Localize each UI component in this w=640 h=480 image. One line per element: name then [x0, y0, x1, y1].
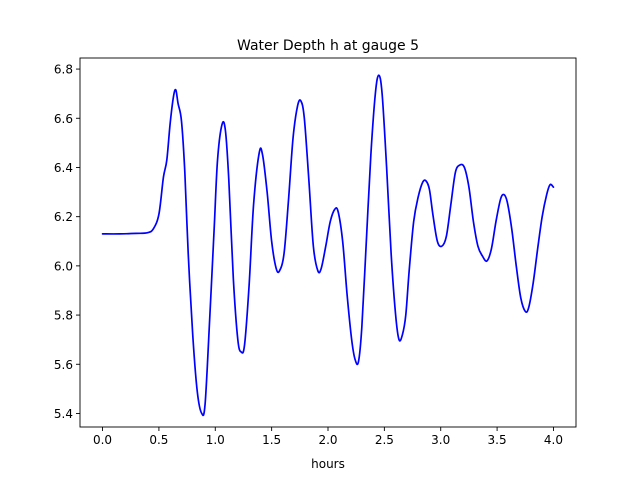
x-tick-label: 2.5 [375, 433, 394, 447]
x-tick-label: 2.0 [318, 433, 337, 447]
x-axis: 0.0 0.5 1.0 1.5 2.0 2.5 3.0 3.5 4.0 [93, 427, 563, 447]
y-tick-label: 5.4 [54, 407, 73, 421]
series-line [101, 74, 555, 417]
chart-title: Water Depth h at gauge 5 [237, 38, 419, 54]
y-tick-label: 6.6 [54, 112, 73, 126]
x-tick-label: 3.5 [488, 433, 507, 447]
y-tick-label: 6.2 [54, 210, 73, 224]
y-tick-label: 5.6 [54, 358, 73, 372]
x-tick-label: 0.0 [93, 433, 112, 447]
x-tick-label: 1.5 [262, 433, 281, 447]
x-tick-label: 0.5 [149, 433, 168, 447]
x-tick-label: 4.0 [544, 433, 563, 447]
y-tick-label: 6.0 [54, 259, 73, 273]
x-tick-label: 3.0 [431, 433, 450, 447]
y-tick-label: 6.4 [54, 161, 73, 175]
x-tick-label: 1.0 [206, 433, 225, 447]
series-layer [101, 74, 555, 417]
x-axis-label: hours [311, 457, 345, 471]
y-tick-label: 6.8 [54, 63, 73, 77]
y-tick-label: 5.8 [54, 309, 73, 323]
y-axis: 5.4 5.6 5.8 6.0 6.2 6.4 6.6 6.8 [54, 63, 80, 421]
